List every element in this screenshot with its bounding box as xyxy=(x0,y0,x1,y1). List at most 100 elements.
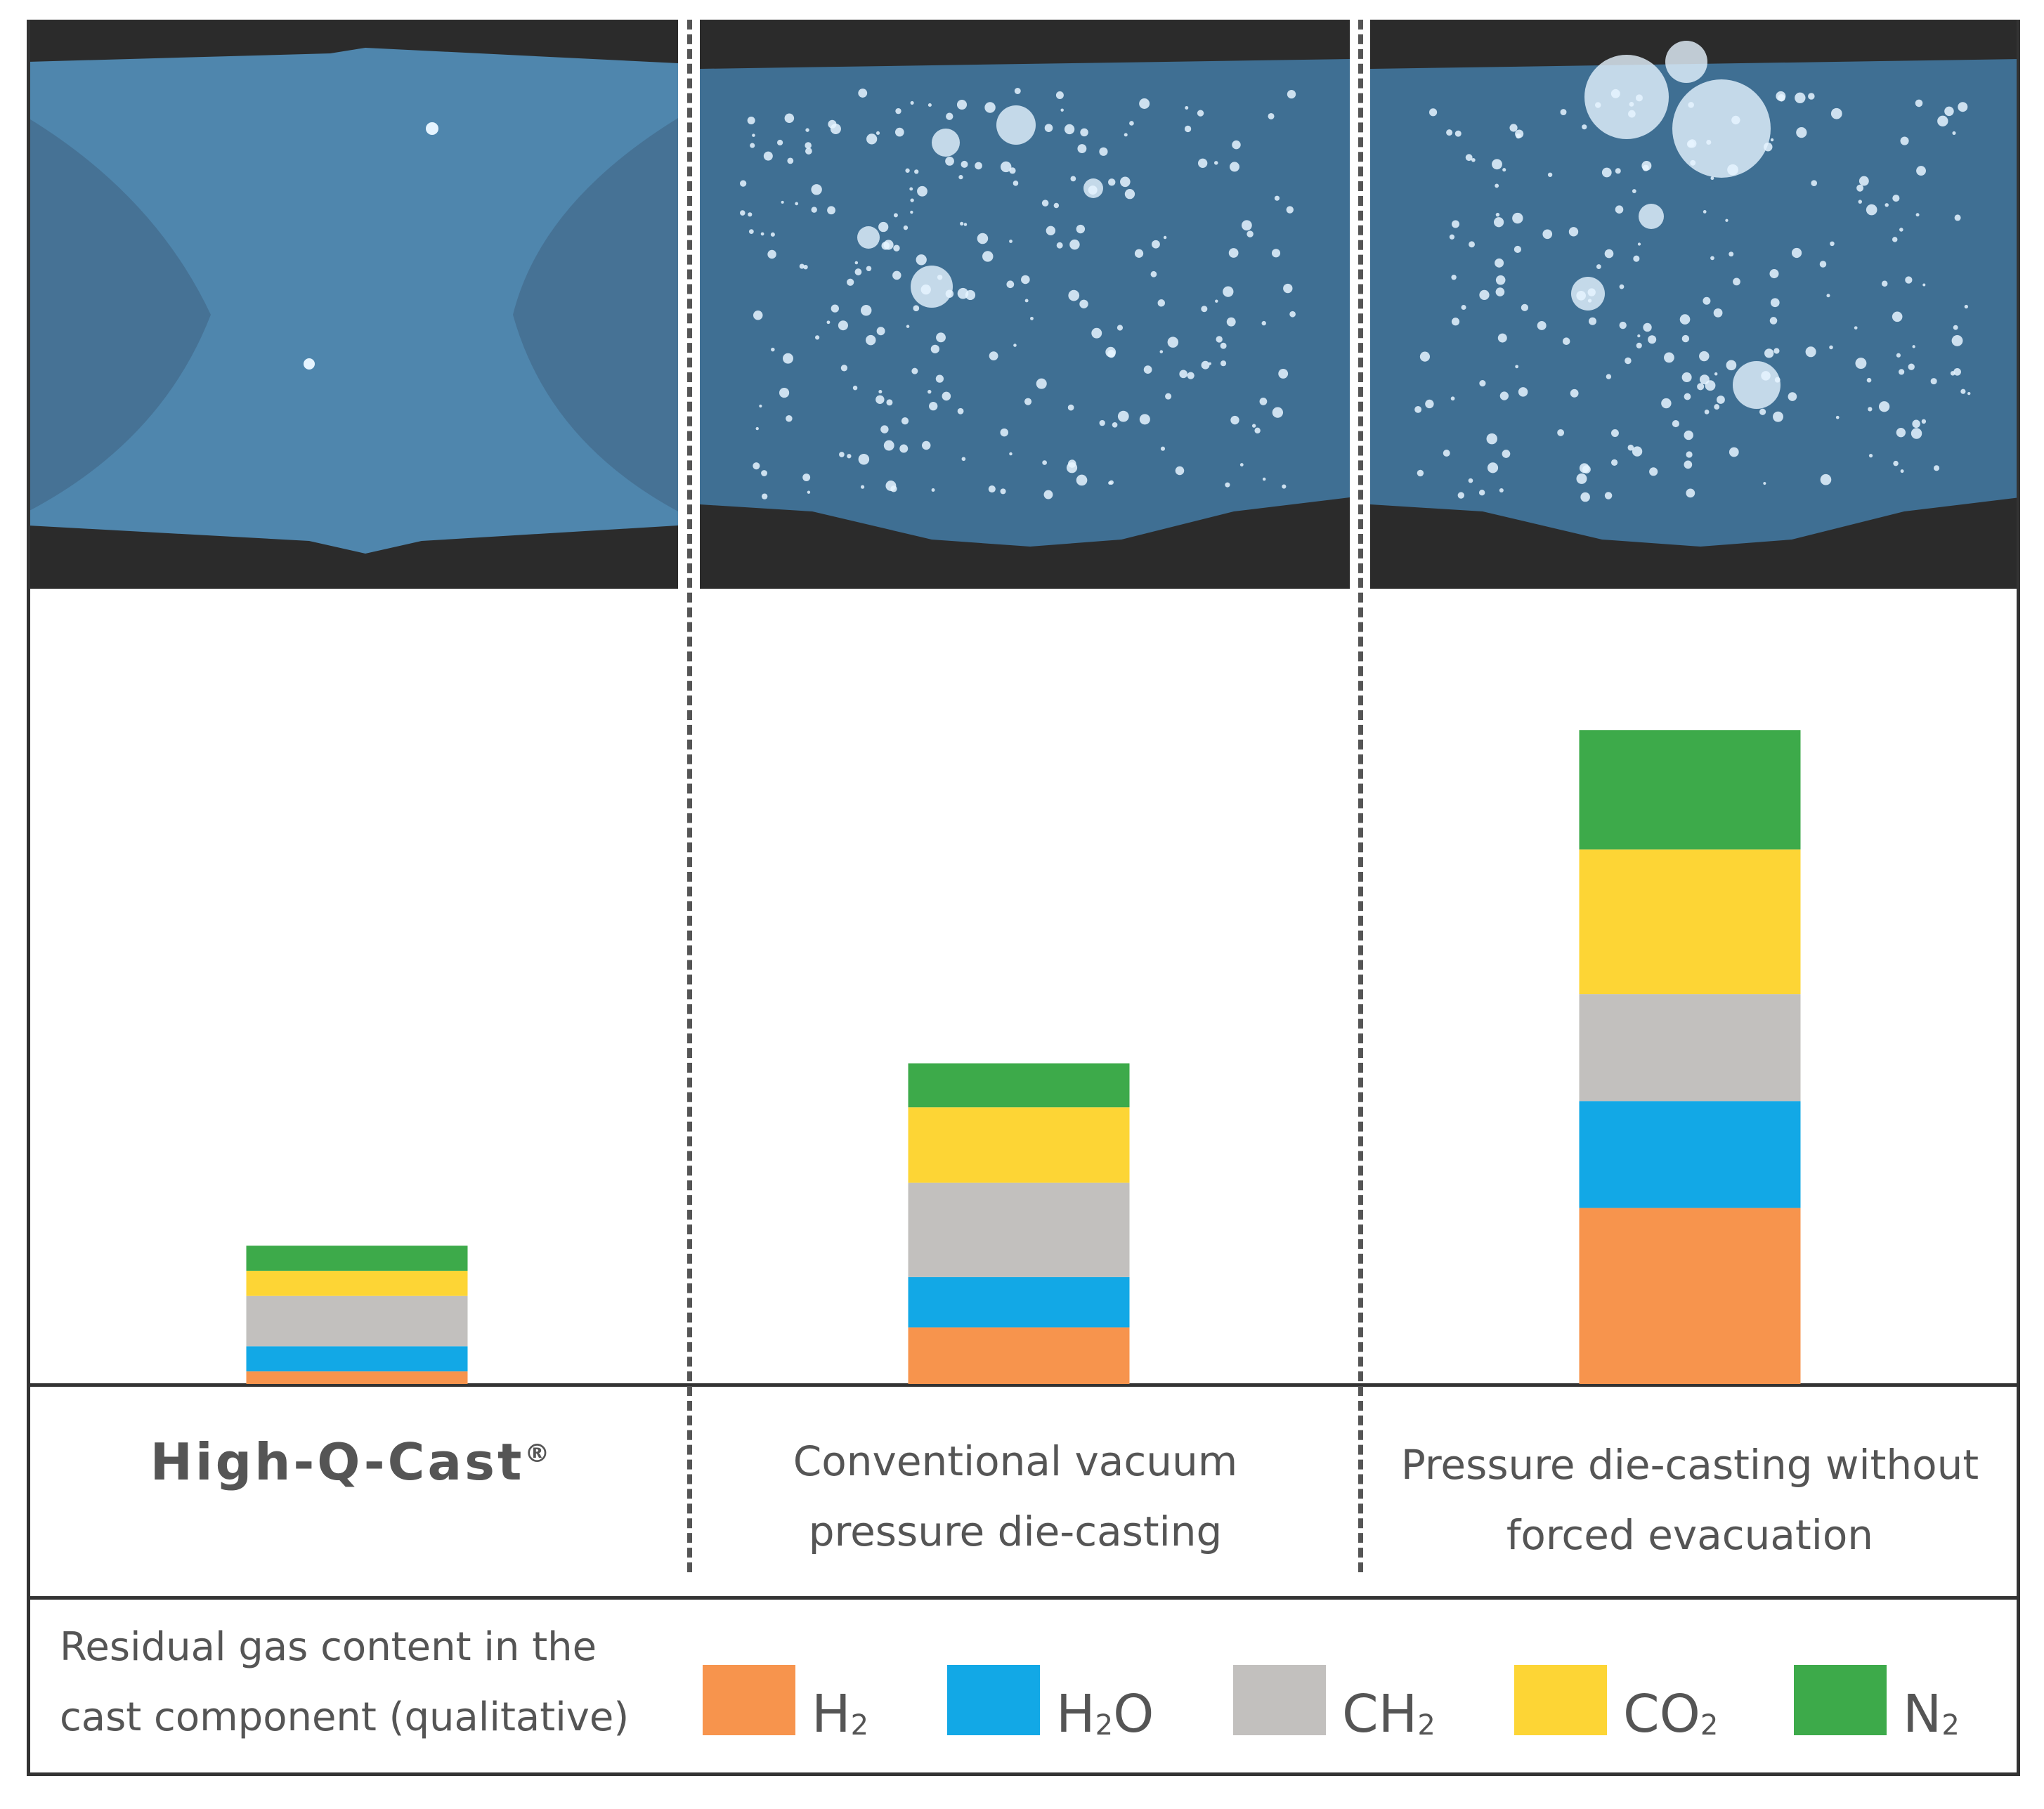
pore xyxy=(858,89,868,98)
pore xyxy=(930,344,939,353)
pore xyxy=(1454,130,1462,137)
pore xyxy=(876,327,885,336)
pore xyxy=(1024,398,1032,405)
pore xyxy=(1499,391,1509,400)
pore xyxy=(1625,357,1632,365)
pore xyxy=(805,142,812,149)
legend-swatch-h2 xyxy=(703,1665,795,1735)
pore xyxy=(1908,363,1915,370)
pore xyxy=(1684,393,1691,400)
porosity-dots xyxy=(740,88,1296,499)
pore xyxy=(1414,405,1422,413)
pore xyxy=(1009,167,1016,174)
pore xyxy=(1139,98,1150,109)
pore xyxy=(1710,176,1714,181)
pore xyxy=(1912,419,1920,429)
chart-right-border xyxy=(2017,20,2020,1776)
pore xyxy=(1582,124,1587,130)
pore xyxy=(1139,414,1150,425)
pore xyxy=(1077,144,1087,154)
legend-title-line: cast component (qualitative) xyxy=(60,1694,630,1740)
large-pore xyxy=(857,226,880,249)
legend-swatch-co2 xyxy=(1514,1665,1607,1735)
pore xyxy=(786,415,793,422)
bar-segment-co2-1 xyxy=(246,1270,468,1296)
pore xyxy=(1232,140,1241,150)
pore xyxy=(963,223,968,226)
pore xyxy=(1201,306,1208,313)
pore xyxy=(1465,154,1473,162)
pore xyxy=(1637,334,1641,338)
pore xyxy=(1068,289,1080,301)
pore xyxy=(1215,299,1218,303)
pore xyxy=(1239,463,1244,466)
pore xyxy=(1714,404,1720,410)
pore xyxy=(1165,393,1172,400)
pore xyxy=(1820,474,1832,485)
pore xyxy=(1636,342,1642,348)
pore xyxy=(913,305,920,312)
pore xyxy=(946,112,953,120)
pore xyxy=(1021,275,1030,285)
legend-title: Residual gas content in the cast compone… xyxy=(60,1612,692,1753)
pore xyxy=(1835,415,1840,419)
pore xyxy=(755,426,759,431)
bar-segment-h2o-3 xyxy=(1579,1101,1801,1208)
pore xyxy=(1497,333,1507,343)
pore xyxy=(1679,314,1691,325)
pore xyxy=(860,305,872,316)
pore xyxy=(1009,240,1013,243)
pore xyxy=(803,264,808,270)
pore xyxy=(1036,378,1047,389)
pore xyxy=(1242,220,1252,231)
pore xyxy=(977,233,989,244)
pore xyxy=(1042,460,1047,465)
pore xyxy=(1547,172,1553,178)
pore xyxy=(1866,377,1872,383)
pore xyxy=(1112,422,1118,428)
pore xyxy=(935,374,944,383)
pore xyxy=(1175,466,1185,476)
pore xyxy=(894,127,904,137)
pore xyxy=(1046,226,1056,236)
pore xyxy=(1514,245,1522,254)
pore xyxy=(1469,241,1475,248)
pore xyxy=(860,485,865,489)
pore xyxy=(893,244,900,252)
pore xyxy=(1150,270,1157,277)
pore xyxy=(1259,398,1268,405)
pore xyxy=(811,207,817,213)
pore xyxy=(1795,92,1806,103)
pore xyxy=(906,325,910,328)
pore xyxy=(1521,303,1529,311)
pore xyxy=(1855,358,1867,370)
pore xyxy=(763,151,773,161)
pore xyxy=(1499,488,1504,493)
pore xyxy=(1953,367,1961,376)
pore xyxy=(740,180,747,187)
pore xyxy=(1124,133,1128,137)
bar-segment-ch2-3 xyxy=(1579,994,1801,1102)
pore xyxy=(1829,345,1833,350)
pore xyxy=(847,278,854,286)
pore xyxy=(1580,492,1590,502)
pore xyxy=(1791,247,1802,259)
pore xyxy=(1681,372,1692,383)
pore xyxy=(975,162,982,170)
pore xyxy=(781,200,784,204)
legend-label-main: H xyxy=(1056,1684,1095,1744)
pore xyxy=(1067,404,1074,411)
pore xyxy=(1958,102,1968,112)
pore xyxy=(1811,180,1818,186)
pore xyxy=(1759,408,1766,415)
pore xyxy=(1866,204,1877,216)
brand-name: High-Q-Cast xyxy=(150,1432,525,1491)
legend-label-main: N xyxy=(1903,1684,1942,1744)
pore xyxy=(1697,383,1705,391)
pore xyxy=(852,385,858,391)
pore xyxy=(1197,158,1208,168)
pore xyxy=(1954,214,1961,221)
pore xyxy=(910,210,913,214)
pore xyxy=(1419,351,1430,362)
